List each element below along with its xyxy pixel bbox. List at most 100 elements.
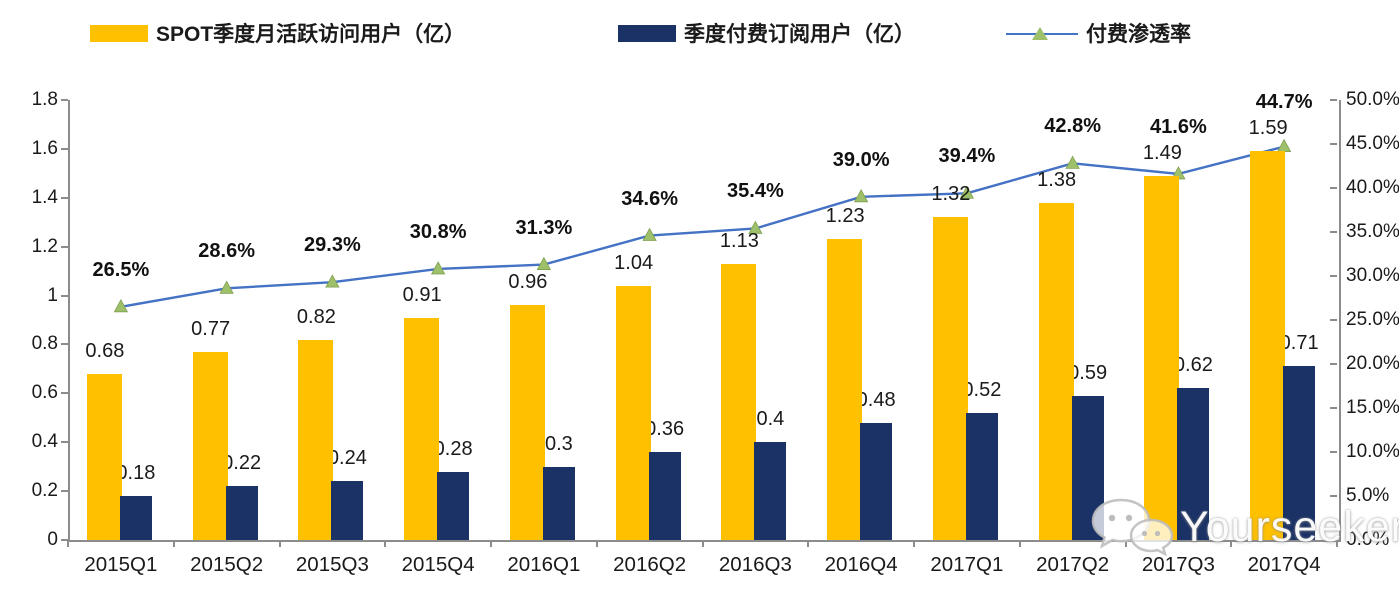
penetration-line — [120, 145, 1285, 308]
left-axis-tick-label: 0.4 — [31, 431, 58, 453]
x-axis-category-label: 2017Q4 — [1247, 553, 1321, 576]
left-axis-tick-label: 0.2 — [31, 480, 58, 502]
right-axis-tick-label: 30.0% — [1346, 265, 1399, 286]
mau-value-label-2015Q2: 0.77 — [191, 317, 231, 340]
x-axis-category-label: 2016Q4 — [824, 553, 898, 576]
left-axis-tick-label: 1.8 — [31, 89, 58, 110]
right-axis-tick — [1330, 143, 1337, 145]
right-axis-tick — [1330, 495, 1337, 497]
subscribers-value-label-2016Q2: 0.36 — [645, 418, 685, 440]
right-axis-tick — [1330, 407, 1337, 409]
right-axis-tick-label: 20.0% — [1346, 353, 1399, 374]
penetration-label-2016Q1: 31.3% — [515, 216, 573, 239]
x-axis-category-label: 2016Q1 — [507, 553, 581, 576]
mau-value-label-2015Q3: 0.82 — [296, 305, 336, 328]
mau-value-label-2015Q1: 0.68 — [85, 339, 125, 362]
mau-value-label-2017Q3: 1.49 — [1142, 141, 1182, 164]
mau-bar-2017Q1 — [932, 217, 968, 540]
right-axis-tick — [1330, 319, 1337, 321]
penetration-marker-2017Q1 — [959, 185, 975, 199]
penetration-line-chart — [113, 138, 1292, 313]
right-axis-tick-label: 10.0% — [1346, 441, 1399, 462]
legend-label-mau: SPOT季度月活跃访问用户（亿） — [156, 23, 466, 46]
x-axis-category-label: 2017Q2 — [1036, 553, 1110, 576]
mau-bar-2015Q3 — [298, 339, 334, 540]
yellow-bar-swatch-icon — [90, 24, 148, 42]
subscribers-bar-2017Q2 — [1071, 395, 1104, 540]
right-axis-tick — [1330, 275, 1337, 277]
penetration-marker-2015Q2 — [219, 280, 234, 294]
right-axis-tick — [1330, 363, 1337, 365]
x-axis-tick — [595, 540, 598, 547]
mau-bar-2016Q1 — [509, 305, 545, 540]
left-axis-tick-label: 1.6 — [31, 137, 58, 159]
mau-bar-2015Q4 — [404, 317, 440, 540]
subscribers-bar-2016Q3 — [754, 442, 787, 540]
subscribers-bar-2015Q2 — [225, 486, 258, 540]
left-axis-tick — [61, 392, 68, 395]
penetration-label-2016Q3: 35.4% — [727, 180, 784, 203]
subscribers-value-label-2015Q4: 0.28 — [433, 437, 473, 460]
left-axis-tick — [61, 441, 68, 444]
x-axis-category-label: 2016Q3 — [718, 553, 792, 576]
right-axis-tick-label: 15.0% — [1346, 397, 1399, 418]
mau-bar-2016Q3 — [721, 263, 757, 540]
penetration-label-2015Q3: 29.3% — [304, 234, 361, 257]
penetration-label-2015Q1: 26.5% — [92, 258, 150, 281]
subscribers-value-label-2017Q4: 0.71 — [1279, 332, 1319, 355]
mau-bar-2017Q2 — [1038, 202, 1074, 540]
left-axis-tick-label: 0.6 — [31, 382, 58, 404]
subscribers-bar-2015Q4 — [437, 471, 470, 540]
penetration-label-2017Q2: 42.8% — [1044, 115, 1101, 138]
x-axis-category-label: 2017Q3 — [1141, 553, 1215, 576]
right-axis-tick-label: 25.0% — [1346, 309, 1399, 330]
left-axis-tick — [61, 147, 68, 150]
subscribers-value-label-2015Q3: 0.24 — [327, 447, 367, 470]
left-axis-tick — [61, 99, 68, 101]
right-axis-tick — [1330, 231, 1337, 233]
right-axis-tick — [1330, 99, 1337, 101]
subscribers-value-label-2017Q2: 0.59 — [1068, 361, 1108, 384]
penetration-label-2016Q4: 39.0% — [832, 148, 890, 171]
mau-bar-2017Q4 — [1250, 151, 1286, 540]
subscribers-bar-2017Q1 — [965, 412, 998, 540]
subscribers-bar-2015Q3 — [331, 481, 364, 540]
x-axis-category-label: 2015Q2 — [190, 553, 264, 576]
right-axis-tick-label: 35.0% — [1346, 221, 1399, 242]
mau-value-label-2017Q2: 1.38 — [1037, 168, 1077, 191]
mau-value-label-2016Q2: 1.04 — [614, 251, 654, 274]
x-axis-tick — [807, 540, 810, 547]
penetration-marker-2016Q2 — [642, 227, 657, 241]
subscribers-bar-2017Q4 — [1283, 366, 1316, 540]
left-axis-tick — [61, 539, 68, 541]
penetration-marker-2017Q4 — [1276, 138, 1292, 153]
left-axis-tick-label: 0.8 — [31, 333, 58, 355]
subscribers-bar-2016Q1 — [542, 466, 575, 540]
right-axis-tick — [1330, 187, 1337, 189]
subscribers-bar-2015Q1 — [119, 496, 152, 540]
legend-label-penetration: 付费渗透率 — [1086, 23, 1191, 46]
penetration-marker-2015Q4 — [430, 261, 446, 275]
x-axis-tick — [1018, 540, 1021, 547]
subscribers-value-label-2015Q2: 0.22 — [222, 452, 262, 475]
navy-bar-swatch-icon — [618, 24, 676, 42]
mau-bar-2015Q2 — [192, 351, 228, 540]
x-axis-category-label: 2015Q4 — [401, 553, 475, 576]
left-axis-tick — [61, 490, 68, 493]
legend-item-mau: SPOT季度月活跃访问用户（亿） — [90, 18, 465, 48]
legend-item-penetration: 付费渗透率 — [1006, 18, 1191, 48]
x-axis-category-label: 2015Q3 — [295, 553, 369, 576]
subscribers-bar-2017Q3 — [1177, 388, 1210, 540]
penetration-marker-2016Q3 — [748, 220, 763, 234]
left-axis-tick-label: 1.4 — [31, 186, 58, 208]
x-axis-tick — [1230, 540, 1233, 547]
right-axis-tick-label: 45.0% — [1346, 133, 1399, 154]
left-axis-tick-label: 1.2 — [31, 235, 58, 257]
mau-bar-2015Q1 — [86, 373, 122, 540]
penetration-marker-2015Q1 — [113, 298, 129, 313]
x-axis-tick — [913, 540, 915, 547]
left-axis-tick — [61, 245, 68, 248]
penetration-label-2017Q4: 44.7% — [1255, 91, 1313, 114]
x-axis-tick — [384, 540, 387, 547]
